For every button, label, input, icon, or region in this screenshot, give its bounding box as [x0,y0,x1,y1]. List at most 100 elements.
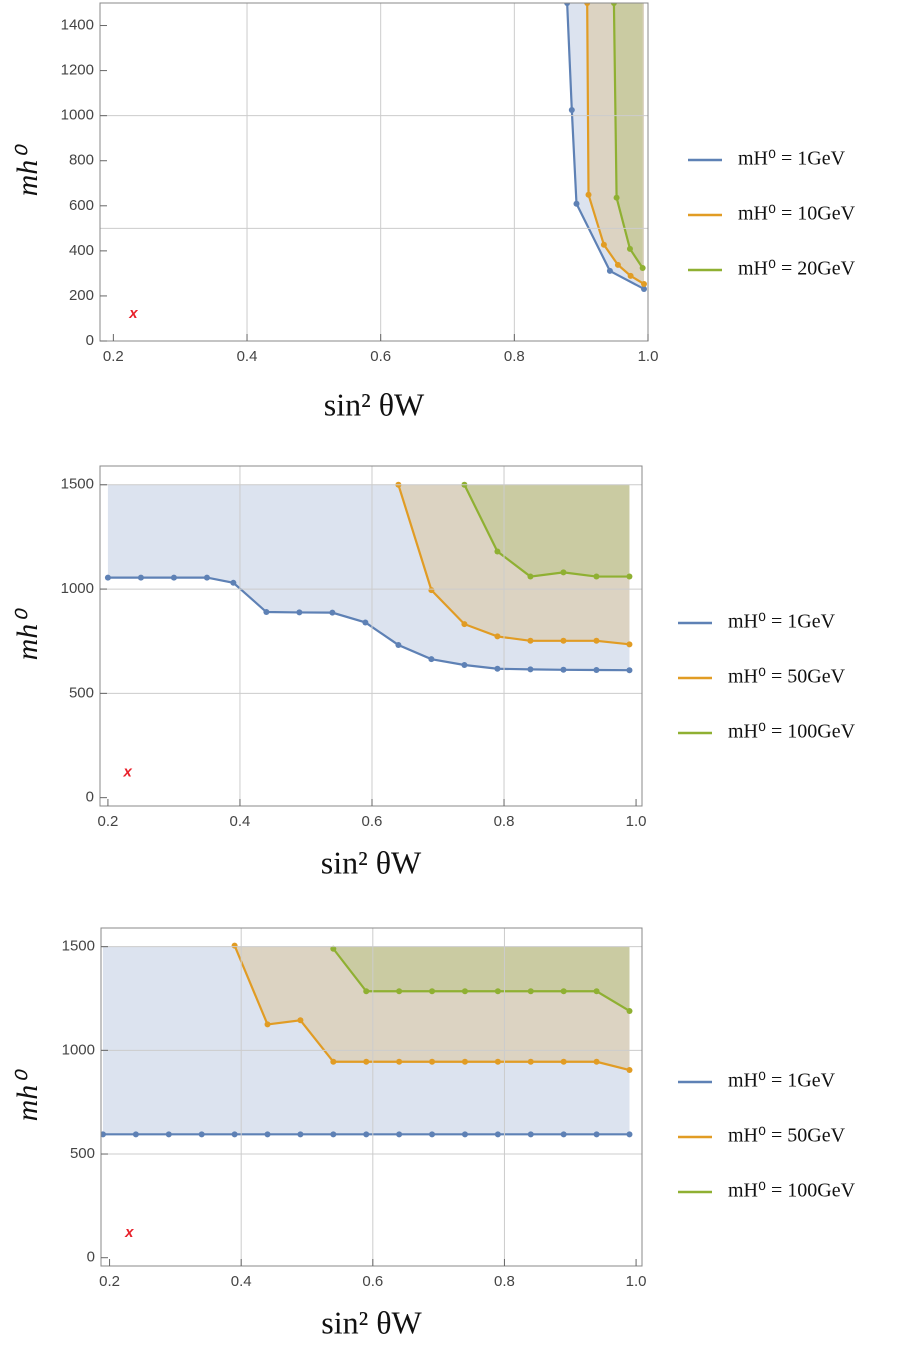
y-tick-label: 1400 [61,17,94,34]
data-point [560,988,567,995]
y-axis-label: mh⁰ [11,1069,44,1122]
data-point [428,587,435,594]
data-point [203,574,210,581]
shaded-region [333,946,630,1011]
data-point [363,988,370,995]
data-point [330,1131,337,1138]
chart: mH⁰ = 1GeV mH⁰ = 50GeV mH⁰ = 100GeV 0.2 0.4 0… [11,927,856,1340]
y-tick-label: 800 [69,152,94,169]
series-line [463,484,630,578]
series-line [397,484,630,646]
data-point [626,641,633,648]
data-point [297,1131,304,1138]
data-point [132,1131,139,1138]
x-tick-label: 0.8 [494,813,515,830]
data-point [264,1021,271,1028]
data-point [560,1058,567,1065]
data-point [297,1017,304,1024]
x-tick-label: 0.6 [370,348,391,365]
data-point [610,3,617,6]
data-point [461,1131,468,1138]
data-point [429,988,436,995]
x-tick-label: 0.6 [362,813,383,830]
y-tick-label: 500 [69,684,94,701]
data-point [560,666,567,673]
legend-label: mH⁰ = 1GeV [728,611,836,633]
data-point [296,609,303,616]
data-point [428,656,435,663]
data-point [461,661,468,668]
plot-area [564,3,647,292]
data-point [429,1131,436,1138]
series-line [612,3,644,269]
legend-label: mH⁰ = 1GeV [728,1070,836,1092]
shaded-region [464,484,630,577]
data-point [330,945,337,952]
plot-area [101,942,633,1138]
data-point [600,241,607,248]
data-point [593,667,600,673]
legend-label: mH⁰ = 1GeV [738,148,846,170]
data-point [231,1131,238,1138]
data-point [640,280,647,287]
x-tick-label: 0.2 [97,813,118,830]
data-point [593,637,600,644]
x-tick-label: 0.2 [99,1273,120,1290]
data-point [396,1058,403,1065]
data-point [396,988,403,995]
data-point [593,1058,600,1065]
data-point [101,1131,106,1138]
data-point [606,267,613,274]
x-tick-label: 1.0 [626,1273,647,1290]
y-tick-label: 1000 [61,580,94,597]
plot-area [104,481,633,674]
x-axis-label: sin² θW [324,386,425,422]
data-point [560,569,567,576]
data-point [626,1067,633,1074]
data-point [626,245,633,252]
data-point [593,573,600,580]
legend-label: mH⁰ = 100GeV [728,1180,856,1202]
frame [99,465,643,807]
data-point [585,191,592,198]
x-tick-label: 0.4 [237,348,258,365]
legend-label: mH⁰ = 100GeV [728,721,856,743]
data-point [626,1131,633,1138]
data-point [170,574,177,581]
data-point [363,1131,370,1138]
data-point [627,272,634,279]
annotation: x [123,764,133,781]
x-axis-label: sin² θW [321,1304,422,1340]
y-axis-label: mh⁰ [11,608,44,661]
data-point [263,609,270,616]
data-point [494,1058,501,1065]
chart: mH⁰ = 1GeV mH⁰ = 10GeV mH⁰ = 20GeV 0.2 0.4 0.… [11,2,856,422]
legend-label: mH⁰ = 20GeV [738,258,856,280]
y-tick-label: 500 [70,1145,95,1162]
data-point [494,988,501,995]
data-point [137,574,144,581]
data-point [560,637,567,644]
shaded-region [107,484,630,671]
data-point [461,1058,468,1065]
annotation: x [128,305,138,322]
y-axis-label: mh⁰ [11,144,44,197]
x-tick-label: 0.4 [231,1273,252,1290]
x-tick-label: 0.4 [230,813,251,830]
shaded-region [567,3,644,289]
x-tick-label: 1.0 [638,348,659,365]
data-point [527,666,534,673]
data-point [494,548,501,555]
data-point [584,3,591,6]
data-point [198,1131,205,1138]
data-point [560,1131,567,1138]
data-point [165,1131,172,1138]
data-point [573,200,580,207]
data-point [494,1131,501,1138]
y-tick-label: 200 [69,287,94,304]
data-point [231,942,238,949]
data-point [613,194,620,201]
x-tick-label: 0.8 [494,1273,515,1290]
data-point [461,621,468,628]
x-tick-label: 0.8 [504,348,525,365]
